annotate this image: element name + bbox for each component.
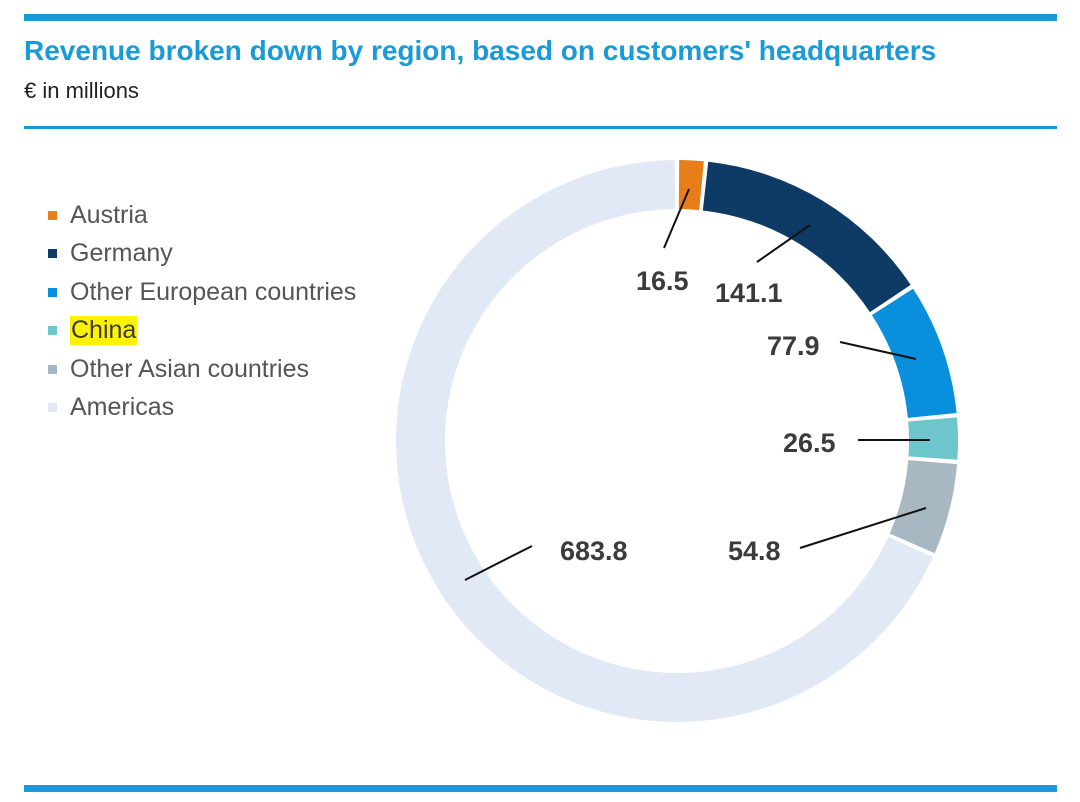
legend-label-other-european: Other European countries (70, 277, 357, 306)
legend-label-austria: Austria (70, 200, 148, 229)
legend-swatch-other-european (48, 287, 57, 297)
legend-item-americas: Americas (48, 389, 356, 428)
legend-item-germany: Germany (48, 235, 356, 274)
top-rule (24, 14, 1057, 21)
donut-slice-other-european (871, 288, 957, 418)
leader-line-germany (756, 224, 811, 263)
data-label-americas: 683.8 (560, 536, 628, 566)
data-label-other-asian: 54.8 (728, 536, 781, 566)
donut-slice-china (908, 417, 958, 460)
leader-lines (464, 188, 930, 581)
legend-label-other-asian: Other Asian countries (70, 354, 310, 383)
chart-title: Revenue broken down by region, based on … (24, 35, 937, 66)
legend-item-other-asian: Other Asian countries (48, 350, 356, 389)
donut-slice-germany (702, 161, 911, 313)
legend-item-other-european: Other European countries (48, 273, 356, 312)
legend-label-germany: Germany (70, 239, 173, 268)
data-labels: 16.5 141.1 77.9 26.5 54.8 683.8 (560, 266, 836, 566)
leader-line-americas (464, 545, 533, 581)
leader-line-other-asian (799, 507, 927, 549)
legend-item-austria: Austria (48, 196, 356, 235)
leader-line-other-european (839, 341, 917, 360)
legend-label-americas: Americas (70, 393, 175, 422)
data-label-germany: 141.1 (715, 278, 783, 308)
bottom-rule (24, 785, 1057, 792)
donut-slice-other-asian (889, 460, 958, 554)
donut-slices (396, 160, 958, 722)
header-divider (24, 126, 1057, 129)
data-label-other-european: 77.9 (767, 331, 820, 361)
chart-legend: Austria Germany Other European countries… (48, 196, 356, 427)
legend-swatch-austria (48, 210, 57, 220)
legend-swatch-china (48, 326, 57, 336)
data-label-china: 26.5 (783, 428, 836, 458)
legend-label-china: China (70, 316, 138, 346)
leader-line-austria (663, 188, 690, 249)
legend-swatch-americas (48, 403, 57, 413)
chart-subtitle: € in millions (24, 78, 139, 103)
legend-swatch-other-asian (48, 364, 57, 374)
legend-item-china: China (48, 312, 356, 351)
data-label-austria: 16.5 (636, 266, 689, 296)
legend-swatch-germany (48, 249, 57, 259)
